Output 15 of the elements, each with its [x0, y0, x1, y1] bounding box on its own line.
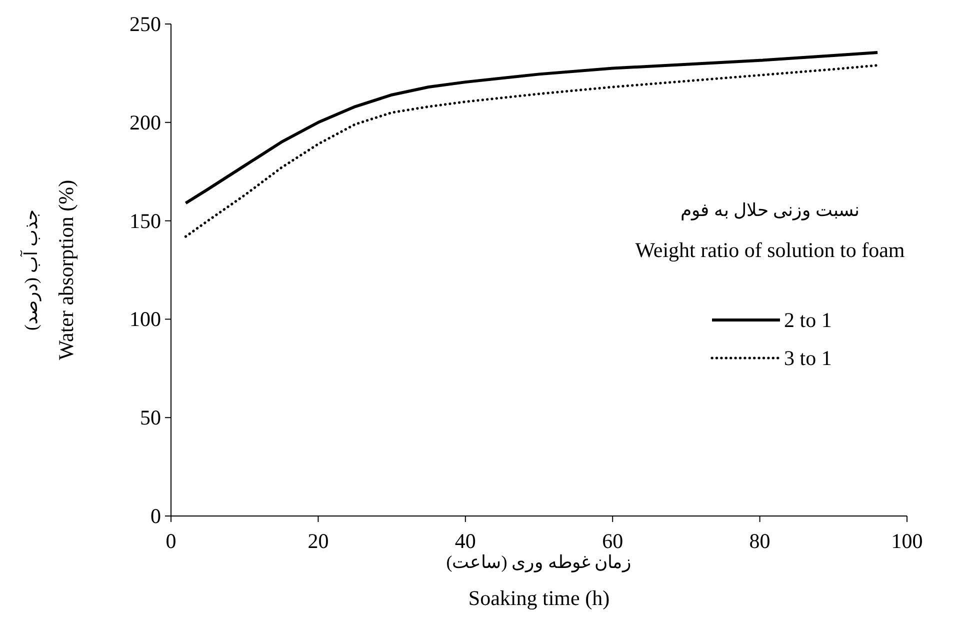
x-tick-label: 40: [454, 529, 476, 553]
y-tick-label: 150: [130, 208, 161, 233]
x-tick-label: 0: [166, 529, 176, 553]
x-tick-label: 80: [749, 529, 770, 553]
y-tick-label: 200: [130, 110, 161, 134]
line-series: [184, 64, 879, 238]
y-tick-label: 250: [130, 12, 161, 36]
x-tick-label: 20: [308, 529, 329, 553]
x-tick-label: 100: [891, 529, 923, 553]
y-tick-label: 0: [150, 504, 161, 528]
y-tick-label: 100: [130, 307, 161, 332]
legend-label: 3 to 1: [784, 346, 832, 370]
x-tick-label: 60: [602, 529, 624, 553]
y-tick-label: 50: [140, 406, 161, 430]
legend-label: 2 to 1: [784, 308, 832, 332]
